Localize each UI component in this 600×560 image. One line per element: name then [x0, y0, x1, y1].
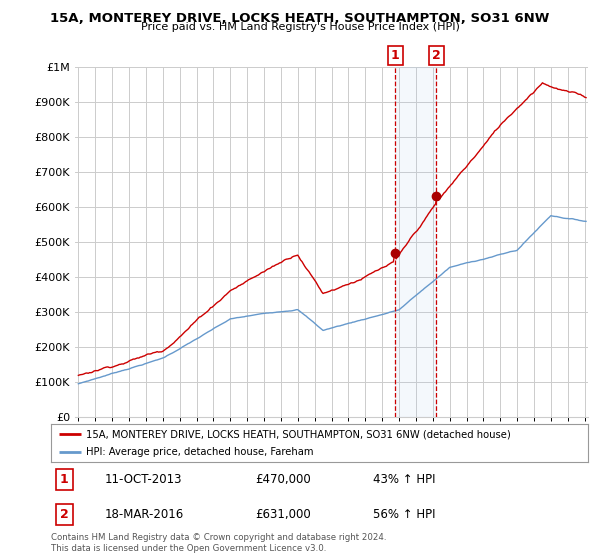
- Text: 15A, MONTEREY DRIVE, LOCKS HEATH, SOUTHAMPTON, SO31 6NW (detached house): 15A, MONTEREY DRIVE, LOCKS HEATH, SOUTHA…: [86, 429, 511, 439]
- Text: 43% ↑ HPI: 43% ↑ HPI: [373, 473, 436, 486]
- Text: £470,000: £470,000: [255, 473, 311, 486]
- Text: 1: 1: [60, 473, 69, 486]
- Text: HPI: Average price, detached house, Fareham: HPI: Average price, detached house, Fare…: [86, 447, 313, 457]
- Text: 11-OCT-2013: 11-OCT-2013: [105, 473, 182, 486]
- Text: 1: 1: [391, 49, 400, 62]
- Text: Contains HM Land Registry data © Crown copyright and database right 2024.
This d: Contains HM Land Registry data © Crown c…: [51, 533, 386, 553]
- Text: 2: 2: [432, 49, 441, 62]
- Text: Price paid vs. HM Land Registry's House Price Index (HPI): Price paid vs. HM Land Registry's House …: [140, 22, 460, 32]
- Text: 56% ↑ HPI: 56% ↑ HPI: [373, 508, 436, 521]
- Bar: [395, 67, 436, 417]
- Text: 15A, MONTEREY DRIVE, LOCKS HEATH, SOUTHAMPTON, SO31 6NW: 15A, MONTEREY DRIVE, LOCKS HEATH, SOUTHA…: [50, 12, 550, 25]
- Text: £631,000: £631,000: [255, 508, 311, 521]
- Text: 18-MAR-2016: 18-MAR-2016: [105, 508, 184, 521]
- Text: 2: 2: [60, 508, 69, 521]
